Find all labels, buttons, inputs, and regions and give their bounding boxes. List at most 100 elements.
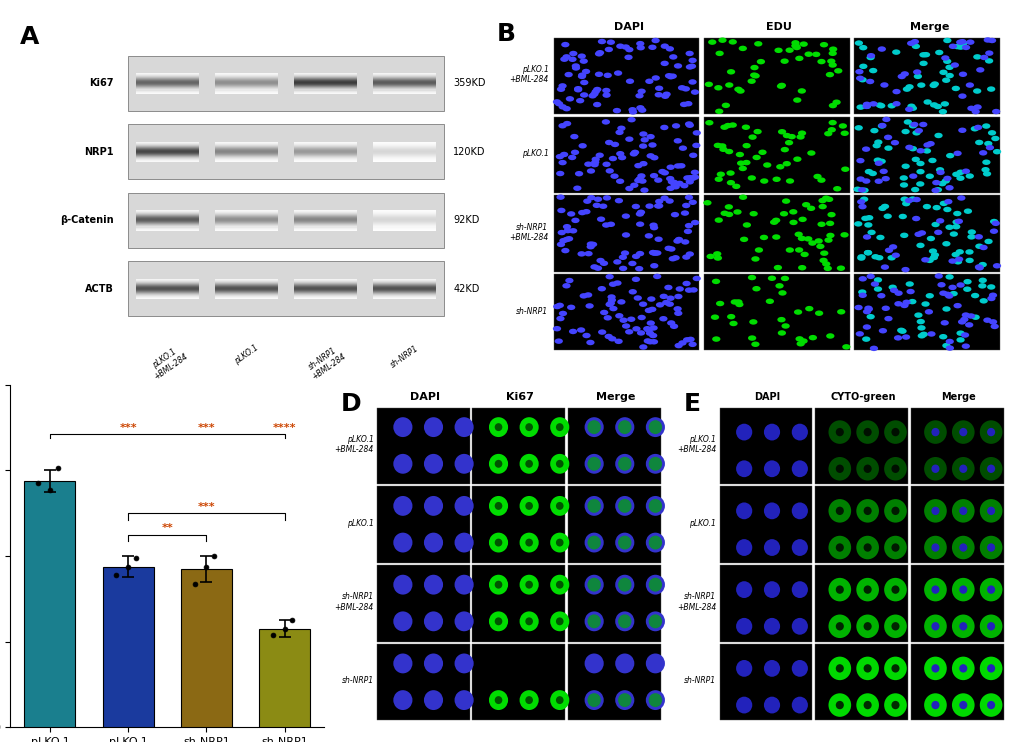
Circle shape: [624, 55, 632, 60]
Bar: [215, 150, 278, 151]
Circle shape: [951, 252, 959, 257]
Circle shape: [892, 50, 900, 55]
Circle shape: [979, 55, 987, 60]
Circle shape: [986, 464, 995, 473]
Circle shape: [668, 54, 677, 59]
Circle shape: [945, 293, 953, 299]
Bar: [472, 407, 565, 484]
Circle shape: [775, 164, 784, 169]
Circle shape: [636, 105, 644, 111]
Circle shape: [901, 267, 909, 272]
Circle shape: [945, 153, 954, 158]
Circle shape: [648, 536, 661, 550]
Bar: [376, 644, 469, 720]
Bar: [215, 90, 278, 91]
Circle shape: [723, 123, 732, 128]
Bar: [568, 644, 660, 720]
Circle shape: [926, 331, 934, 337]
Circle shape: [858, 64, 866, 69]
Bar: [372, 153, 435, 154]
Circle shape: [961, 344, 969, 349]
Bar: [136, 73, 199, 74]
Circle shape: [855, 76, 863, 81]
Circle shape: [754, 247, 762, 253]
Circle shape: [494, 617, 501, 626]
Circle shape: [555, 171, 564, 177]
Circle shape: [943, 59, 951, 64]
Text: pLKO.1: pLKO.1: [521, 149, 548, 158]
Circle shape: [840, 131, 848, 136]
Circle shape: [631, 277, 640, 282]
Circle shape: [711, 279, 719, 284]
Bar: [215, 144, 278, 145]
Bar: [136, 280, 199, 282]
Circle shape: [582, 209, 590, 214]
Circle shape: [601, 88, 610, 93]
Circle shape: [787, 134, 795, 139]
Bar: [910, 486, 1003, 562]
Circle shape: [862, 102, 870, 107]
Circle shape: [552, 326, 560, 332]
Circle shape: [877, 206, 886, 211]
Circle shape: [828, 47, 837, 52]
Circle shape: [979, 457, 1002, 481]
Circle shape: [806, 206, 814, 211]
Circle shape: [838, 123, 846, 128]
Bar: [553, 38, 699, 114]
Bar: [136, 289, 199, 290]
Circle shape: [579, 293, 587, 298]
Circle shape: [945, 73, 953, 79]
Text: ****: ****: [272, 423, 297, 433]
Circle shape: [944, 199, 952, 204]
Circle shape: [965, 174, 973, 179]
Circle shape: [557, 123, 567, 128]
Circle shape: [762, 162, 770, 168]
Circle shape: [555, 460, 564, 467]
Circle shape: [572, 65, 580, 70]
Bar: [136, 85, 199, 86]
Circle shape: [587, 693, 600, 707]
Circle shape: [610, 142, 619, 147]
FancyBboxPatch shape: [128, 261, 443, 316]
Circle shape: [585, 303, 593, 309]
Bar: [472, 565, 565, 642]
Bar: [372, 86, 435, 88]
Circle shape: [728, 39, 736, 45]
Circle shape: [974, 243, 982, 249]
Circle shape: [560, 248, 569, 253]
Circle shape: [561, 54, 571, 59]
Circle shape: [584, 533, 603, 553]
Bar: [215, 155, 278, 156]
Bar: [372, 220, 435, 221]
Circle shape: [984, 58, 993, 64]
Circle shape: [494, 460, 501, 467]
Circle shape: [678, 145, 687, 151]
Circle shape: [922, 148, 930, 154]
Circle shape: [945, 339, 953, 344]
Circle shape: [854, 305, 862, 310]
Circle shape: [556, 242, 565, 247]
Circle shape: [625, 329, 633, 335]
Circle shape: [967, 229, 975, 234]
Text: 42KD: 42KD: [452, 283, 479, 294]
Circle shape: [948, 44, 956, 49]
Bar: [372, 297, 435, 298]
Circle shape: [945, 225, 953, 230]
Bar: [215, 152, 278, 153]
Bar: [293, 82, 357, 83]
Bar: [293, 158, 357, 159]
Circle shape: [635, 176, 643, 182]
Circle shape: [978, 150, 986, 156]
Bar: [854, 116, 999, 193]
Circle shape: [702, 200, 711, 206]
Circle shape: [552, 303, 560, 309]
Bar: [215, 145, 278, 147]
Circle shape: [424, 575, 442, 594]
Circle shape: [922, 99, 931, 105]
Text: ***: ***: [198, 423, 215, 433]
Circle shape: [964, 322, 972, 328]
Text: ***: ***: [198, 502, 215, 512]
Circle shape: [974, 265, 983, 271]
Circle shape: [549, 533, 569, 553]
Bar: [136, 78, 199, 79]
